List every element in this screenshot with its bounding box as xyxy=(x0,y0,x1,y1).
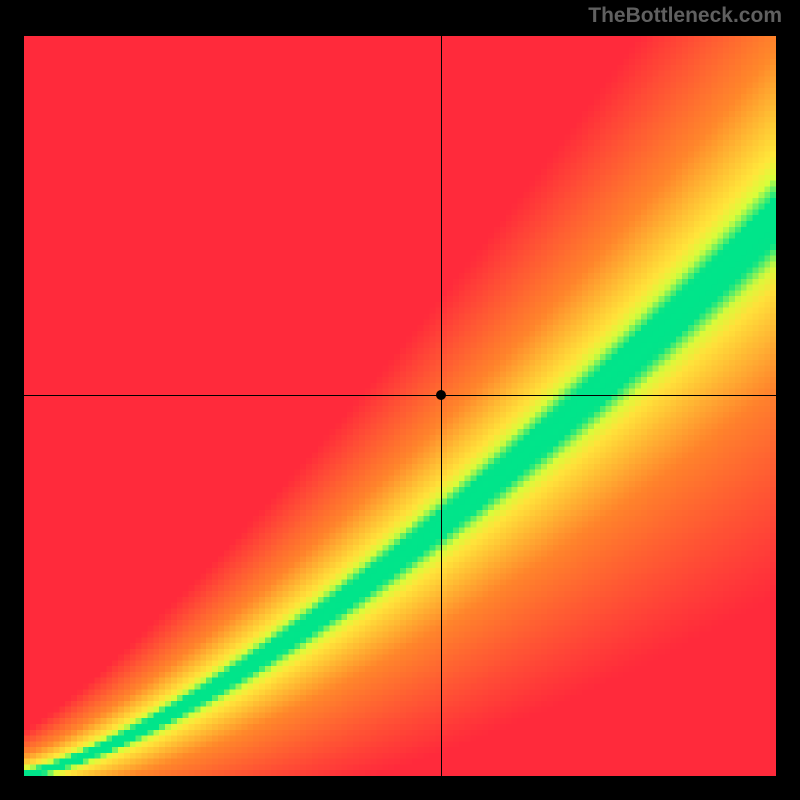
crosshair-horizontal xyxy=(24,395,776,396)
chart-container: TheBottleneck.com xyxy=(0,0,800,800)
attribution-label: TheBottleneck.com xyxy=(588,4,782,28)
heatmap-plot xyxy=(24,36,776,776)
heatmap-canvas xyxy=(24,36,776,776)
crosshair-vertical xyxy=(441,36,442,776)
